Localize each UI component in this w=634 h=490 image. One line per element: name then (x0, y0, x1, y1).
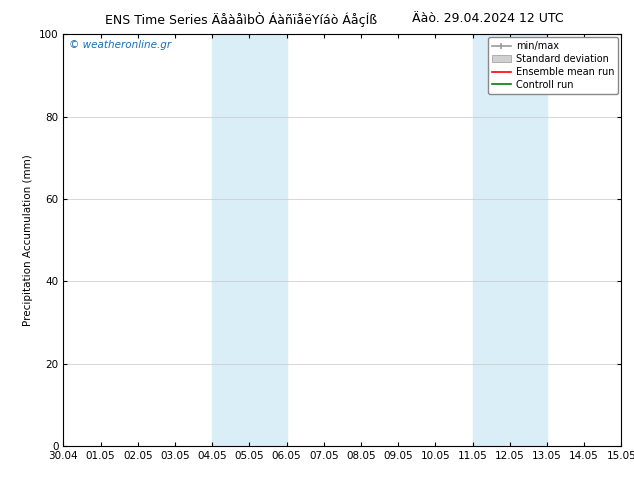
Text: ENS Time Series ÄåàåìbÒ ÁàñïåëYíáò ÁåçÍß: ENS Time Series ÄåàåìbÒ ÁàñïåëYíáò ÁåçÍß (105, 12, 377, 27)
Bar (212, 34, 287, 446)
Text: © weatheronline.gr: © weatheronline.gr (69, 41, 171, 50)
Legend: min/max, Standard deviation, Ensemble mean run, Controll run: min/max, Standard deviation, Ensemble me… (488, 37, 618, 94)
Text: Äàò. 29.04.2024 12 UTC: Äàò. 29.04.2024 12 UTC (412, 12, 564, 25)
Bar (472, 34, 547, 446)
Y-axis label: Precipitation Accumulation (mm): Precipitation Accumulation (mm) (23, 154, 34, 326)
